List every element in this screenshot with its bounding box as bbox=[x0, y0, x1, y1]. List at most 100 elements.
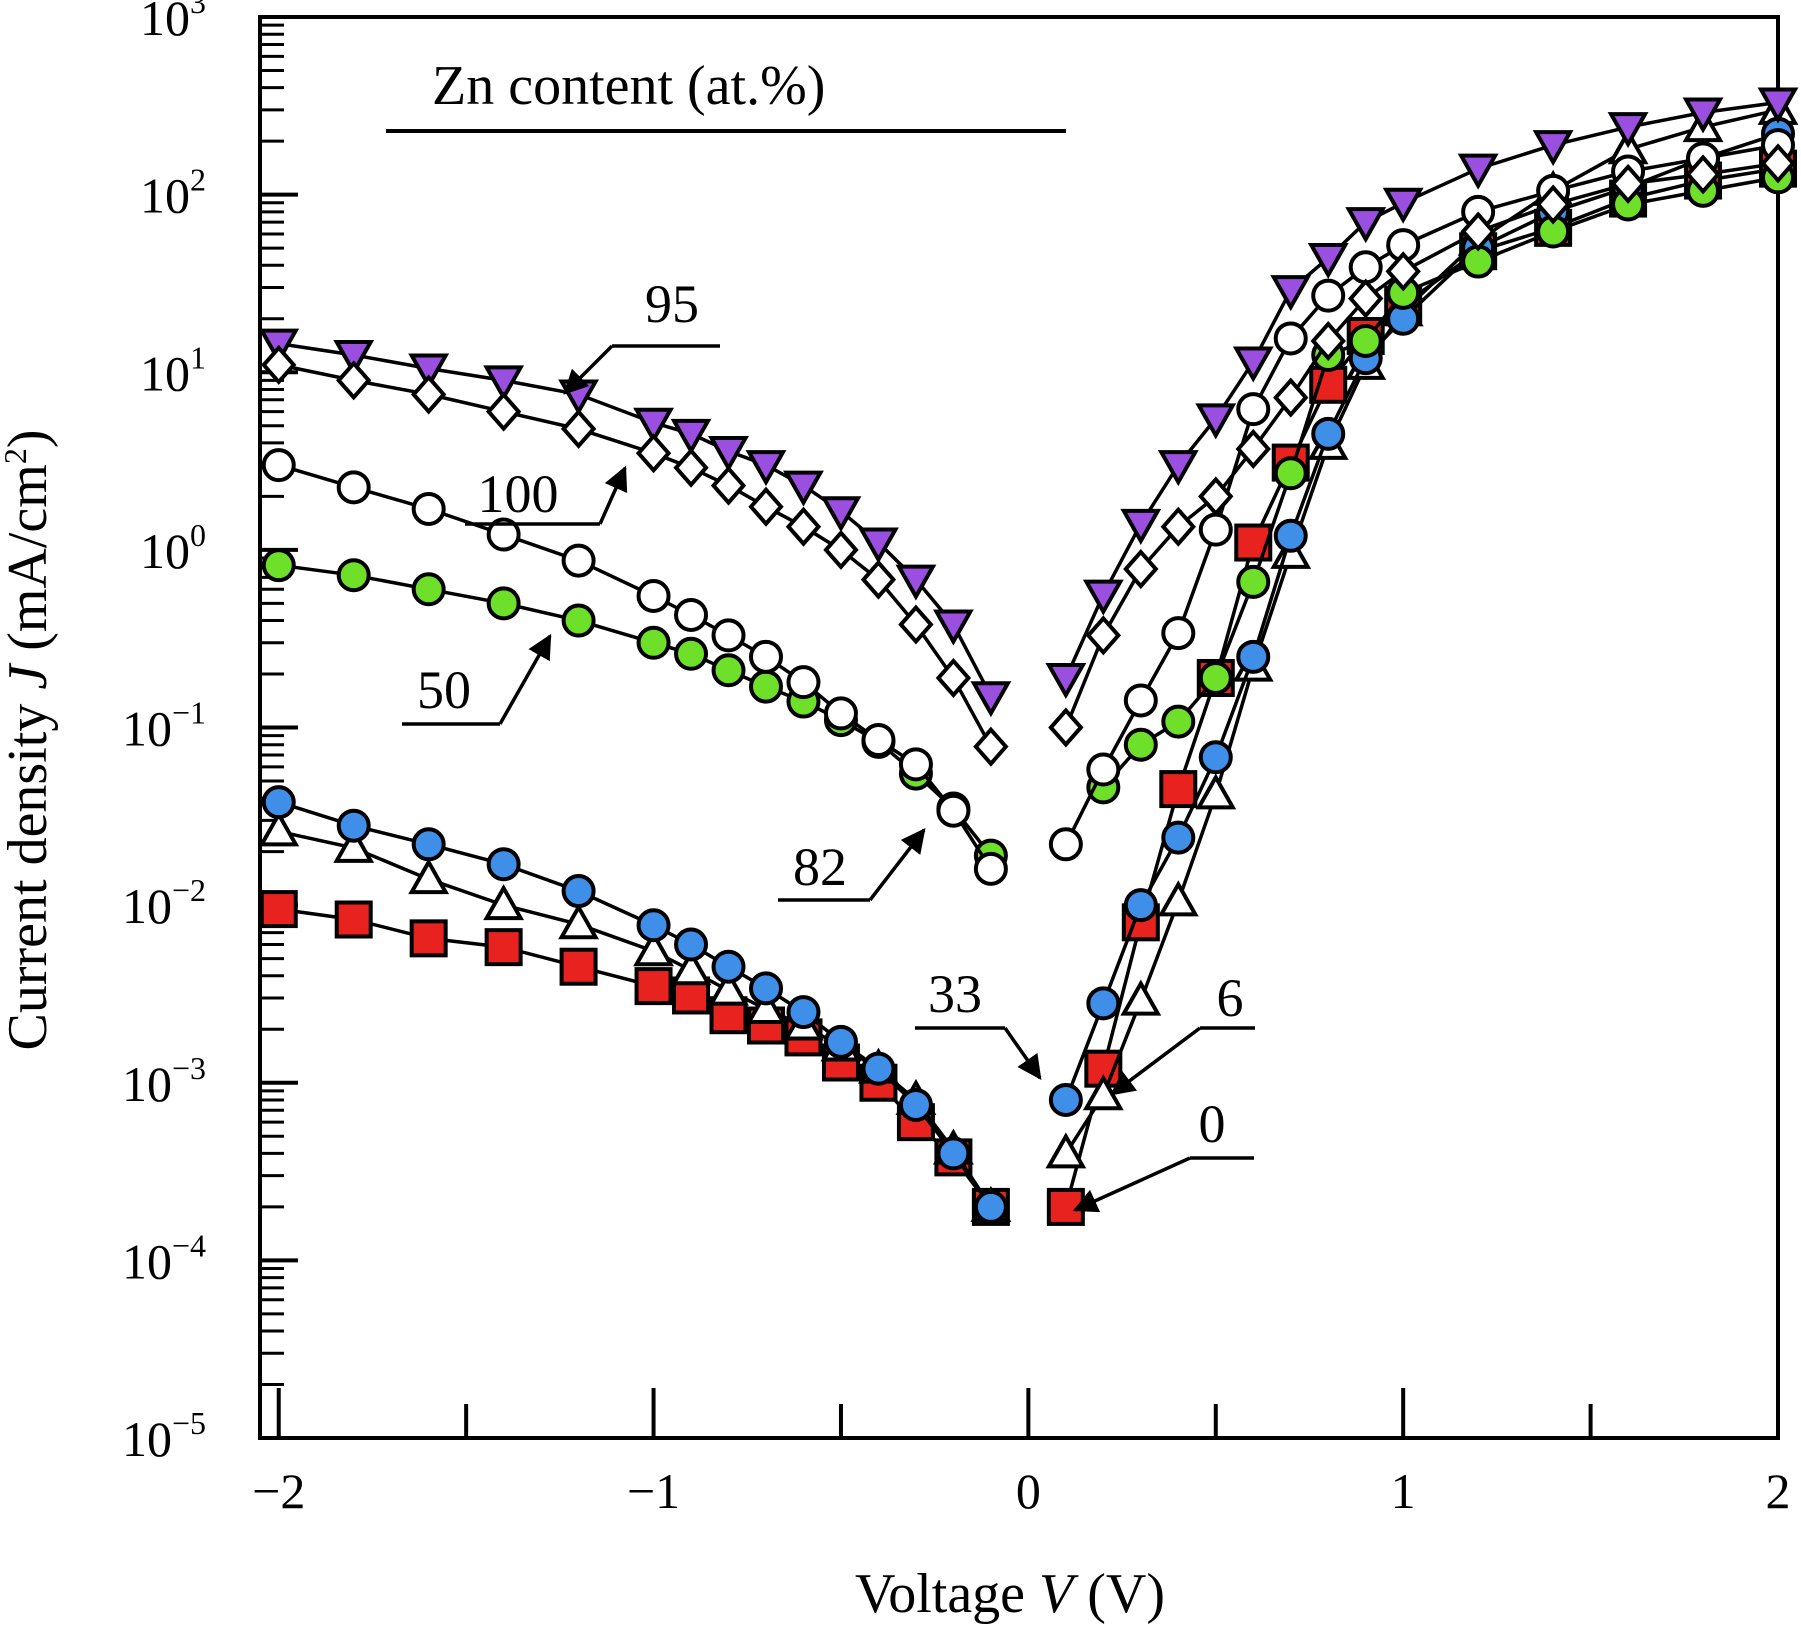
point-82 bbox=[1123, 683, 1158, 718]
point-33 bbox=[1161, 820, 1196, 855]
point-33 bbox=[1048, 1082, 1083, 1117]
point-0 bbox=[334, 900, 373, 939]
point-33 bbox=[1273, 518, 1308, 553]
point-82 bbox=[1311, 278, 1346, 313]
point-100 bbox=[1310, 320, 1346, 361]
point-95 bbox=[1082, 579, 1124, 616]
point-6 bbox=[408, 858, 450, 895]
point-95 bbox=[1232, 346, 1274, 383]
point-82 bbox=[898, 747, 933, 782]
y-tick-exponent: 1 bbox=[190, 339, 206, 375]
y-tick-base: 10 bbox=[122, 701, 172, 757]
point-50 bbox=[1123, 727, 1158, 762]
point-33 bbox=[411, 827, 446, 862]
point-82 bbox=[936, 793, 971, 828]
point-100 bbox=[1460, 211, 1496, 252]
y-tick-label: 10−1 bbox=[122, 695, 206, 757]
point-95 bbox=[970, 681, 1012, 718]
point-50 bbox=[674, 636, 709, 671]
y-tick-label: 10−4 bbox=[122, 1227, 206, 1289]
point-33 bbox=[1311, 416, 1346, 451]
point-6 bbox=[558, 903, 600, 940]
point-82 bbox=[674, 597, 709, 632]
point-6 bbox=[633, 930, 674, 967]
y-tick-exponent: 3 bbox=[190, 0, 206, 20]
point-6 bbox=[1157, 880, 1199, 917]
x-axis-title-text: Voltage bbox=[855, 1563, 1039, 1625]
point-100 bbox=[973, 726, 1009, 767]
x-tick-label: 2 bbox=[1766, 1463, 1791, 1519]
point-100 bbox=[1760, 143, 1796, 184]
point-6 bbox=[333, 826, 375, 863]
y-tick-base: 10 bbox=[122, 1411, 172, 1467]
point-95 bbox=[1345, 207, 1387, 244]
point-0 bbox=[484, 928, 523, 967]
x-tick-label: −2 bbox=[252, 1463, 305, 1519]
annotation-arrow-6 bbox=[1110, 1026, 1202, 1096]
point-50 bbox=[1273, 456, 1308, 491]
point-33 bbox=[861, 1051, 896, 1086]
point-6 bbox=[708, 969, 749, 1006]
series-layer bbox=[258, 87, 1799, 1226]
point-100 bbox=[785, 506, 822, 547]
point-6 bbox=[258, 810, 300, 847]
point-33 bbox=[823, 1024, 858, 1059]
point-95 bbox=[408, 353, 450, 390]
point-100 bbox=[1085, 615, 1122, 656]
point-33 bbox=[749, 971, 783, 1006]
point-6 bbox=[1120, 979, 1162, 1016]
y-tick-label: 103 bbox=[140, 0, 206, 46]
point-95 bbox=[1682, 97, 1724, 134]
point-33 bbox=[973, 1189, 1008, 1224]
y-tick-label: 10−5 bbox=[122, 1405, 206, 1467]
point-95 bbox=[895, 564, 937, 601]
point-95 bbox=[483, 365, 525, 402]
point-0 bbox=[409, 919, 448, 958]
series-82-reverse-line bbox=[278, 463, 993, 870]
point-95 bbox=[1757, 87, 1799, 124]
annotation-label-33: 33 bbox=[928, 964, 982, 1024]
point-95 bbox=[1195, 403, 1237, 440]
y-tick-exponent: −5 bbox=[172, 1405, 206, 1441]
series-6-reverse-line bbox=[278, 829, 993, 1208]
point-82 bbox=[411, 491, 446, 526]
point-6 bbox=[1195, 773, 1237, 810]
point-82 bbox=[561, 543, 596, 578]
point-95 bbox=[1157, 450, 1199, 487]
point-100 bbox=[1610, 163, 1646, 204]
annotation-6: 6 bbox=[1110, 968, 1255, 1096]
point-100 bbox=[1198, 476, 1234, 517]
y-tick-exponent: −4 bbox=[172, 1227, 206, 1263]
point-95 bbox=[1270, 275, 1312, 312]
point-100 bbox=[935, 657, 972, 699]
y-axis-title-symbol: J bbox=[0, 662, 59, 690]
point-82 bbox=[749, 639, 783, 674]
point-33 bbox=[674, 927, 709, 962]
point-82 bbox=[823, 696, 858, 731]
series-6 bbox=[258, 88, 1799, 1222]
point-33 bbox=[561, 874, 596, 909]
series-82 bbox=[261, 128, 1795, 886]
annotation-label-50: 50 bbox=[417, 660, 471, 720]
y-tick-exponent: −1 bbox=[172, 695, 206, 731]
point-33 bbox=[1123, 888, 1158, 923]
point-95 bbox=[1607, 112, 1649, 149]
y-tick-exponent: 0 bbox=[190, 517, 206, 553]
point-95 bbox=[633, 407, 674, 444]
point-33 bbox=[1086, 986, 1121, 1021]
point-50 bbox=[636, 625, 671, 660]
point-50 bbox=[1198, 660, 1233, 695]
x-axis-title-unit: (V) bbox=[1073, 1563, 1165, 1625]
y-tick-label: 102 bbox=[140, 162, 206, 224]
series-82-forward-line bbox=[1064, 143, 1779, 846]
x-tick-label: 0 bbox=[1016, 1463, 1041, 1519]
y-tick-base: 10 bbox=[140, 345, 190, 401]
y-tick-exponent: −2 bbox=[172, 872, 206, 908]
point-95 bbox=[1457, 153, 1499, 190]
annotation-82: 82 bbox=[778, 828, 926, 902]
point-33 bbox=[336, 808, 371, 843]
y-tick-base: 10 bbox=[140, 168, 190, 224]
point-100 bbox=[673, 447, 709, 488]
